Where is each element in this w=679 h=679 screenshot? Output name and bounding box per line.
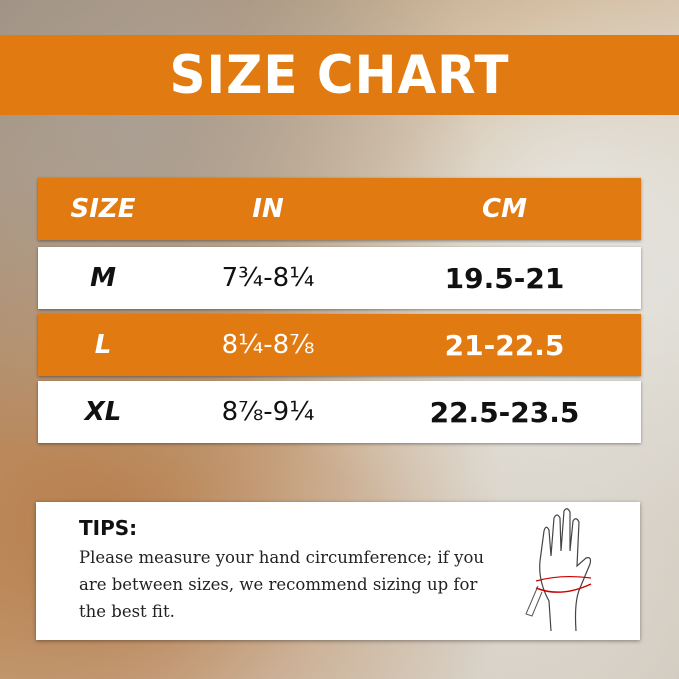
inch-cell: 8⅞-9¼ xyxy=(221,397,315,427)
size-cell: XL xyxy=(84,397,122,427)
size-cell: L xyxy=(94,330,112,360)
tips-text: Please measure your hand circumference; … xyxy=(79,548,484,621)
table-header: SIZE IN CM xyxy=(38,178,641,240)
tips-heading: TIPS: xyxy=(79,516,138,540)
inch-cell: 8¼-8⅞ xyxy=(221,330,315,360)
hand-measuring-tape-icon xyxy=(525,508,592,632)
page-title: SIZE CHART xyxy=(169,44,510,106)
table-row: M 7¾-8¼ 19.5-21 xyxy=(38,247,641,309)
cm-cell: 19.5-21 xyxy=(444,261,565,295)
cm-cell: 22.5-23.5 xyxy=(429,395,580,429)
header-size: SIZE xyxy=(70,194,136,224)
header-in: IN xyxy=(252,194,284,224)
size-cell: M xyxy=(90,263,116,293)
cm-cell: 21-22.5 xyxy=(444,328,565,362)
header-cm: CM xyxy=(482,194,527,224)
table-row: L 8¼-8⅞ 21-22.5 xyxy=(38,314,641,376)
title-banner: SIZE CHART xyxy=(0,35,679,115)
table-row: XL 8⅞-9¼ 22.5-23.5 xyxy=(38,381,641,443)
inch-cell: 7¾-8¼ xyxy=(221,263,315,293)
tips-box: TIPS: Please measure your hand circumfer… xyxy=(36,502,640,640)
